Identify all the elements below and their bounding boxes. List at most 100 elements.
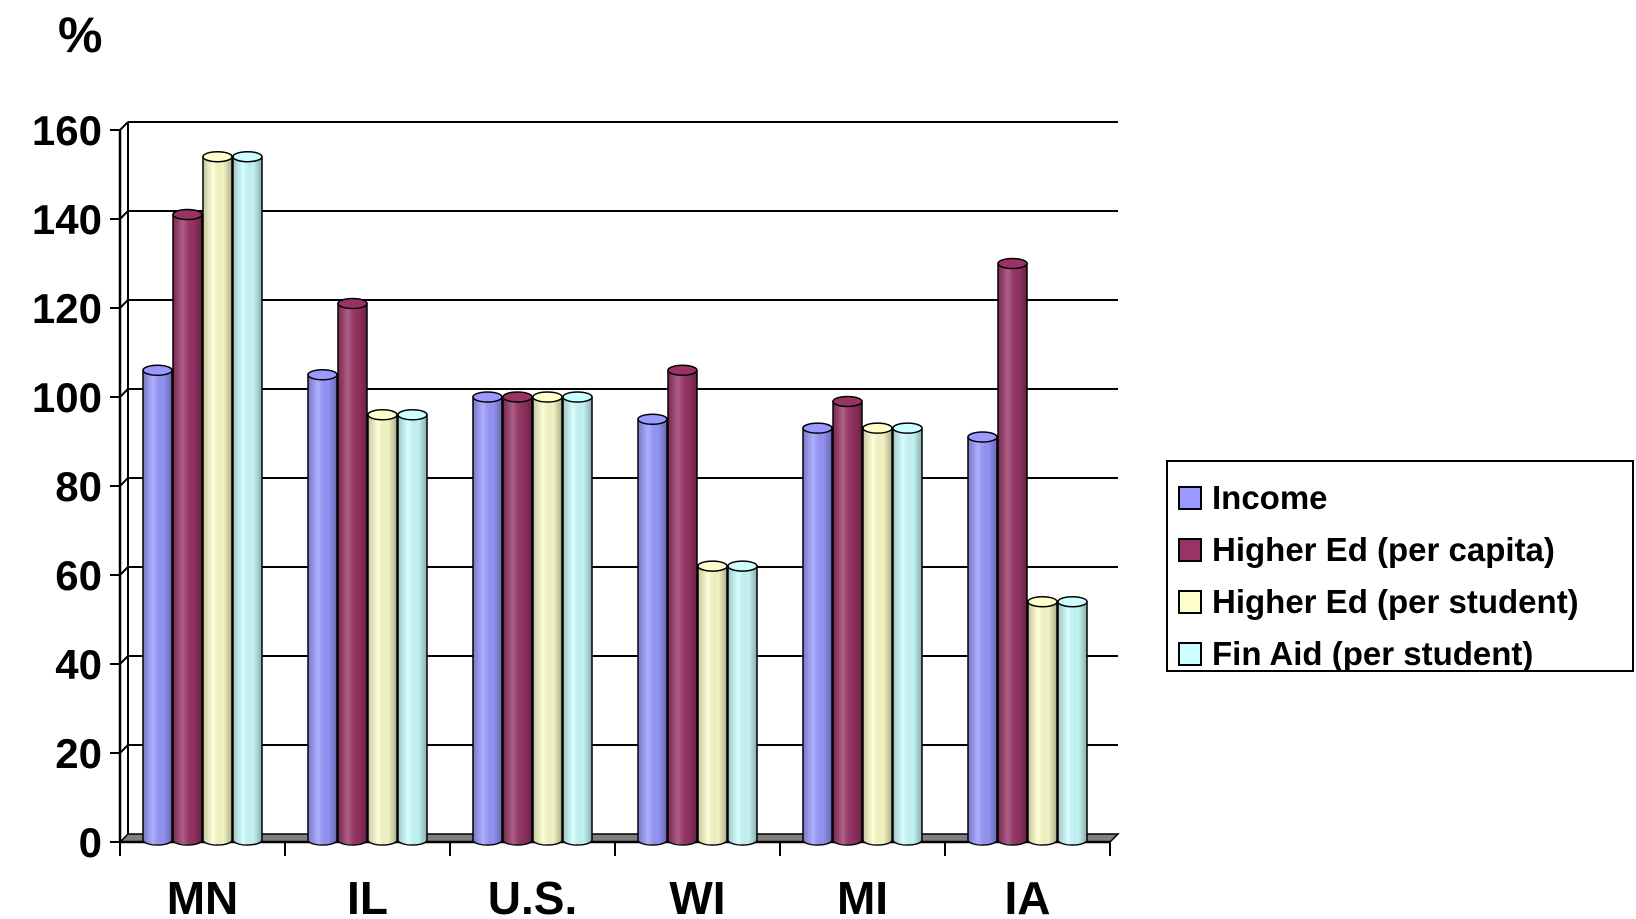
bar-shading (698, 566, 727, 845)
y-tick-label: 120 (32, 285, 102, 332)
x-tick-label: WI (669, 872, 725, 919)
bar-shading (833, 401, 862, 845)
bar (307, 369, 338, 846)
bars (142, 150, 1088, 846)
bar-top (337, 297, 368, 310)
y-tick-label: 160 (32, 107, 102, 154)
bar-top (667, 364, 698, 377)
legend-item: Higher Ed (per student) (1178, 576, 1632, 628)
bar-shading (803, 428, 832, 845)
bar-shading (503, 397, 532, 845)
legend-label: Income (1212, 479, 1328, 516)
bar (1057, 595, 1088, 846)
bar-top (562, 391, 593, 403)
bar-top (802, 422, 833, 434)
legend-swatch (1178, 590, 1202, 614)
y-tick-label: 140 (32, 196, 102, 243)
legend-item: Fin Aid (per student) (1178, 628, 1632, 680)
bar (502, 391, 533, 846)
gridline-depth (119, 299, 129, 309)
gridline-depth (119, 744, 129, 754)
x-tick-label: U.S. (488, 872, 577, 919)
bar-top (172, 208, 203, 221)
gridline-depth (119, 566, 129, 576)
bar (337, 297, 368, 846)
bar-top (502, 391, 533, 403)
bar-shading (893, 428, 922, 845)
legend-label: Higher Ed (per capita) (1212, 531, 1555, 568)
legend-label: Fin Aid (per student) (1212, 635, 1534, 672)
bar-shading (1028, 601, 1057, 845)
bar (367, 409, 398, 846)
bar-top (202, 150, 233, 163)
bar-shading (997, 263, 1027, 845)
bar (202, 150, 233, 846)
bar-top (967, 431, 998, 443)
bar (862, 422, 893, 846)
x-tick-labels: MN IL U.S. WI MI IA (167, 872, 1051, 919)
bar-shading (368, 414, 397, 845)
y-tick-labels: 0 20 40 60 80 100 120 140 160 (32, 107, 102, 866)
bar (397, 409, 428, 846)
bar-shading (968, 437, 997, 845)
bar (532, 391, 563, 846)
bar-top (367, 409, 398, 421)
y-tick-label: 80 (55, 463, 102, 510)
gridline-depth (119, 477, 129, 487)
bar-top (997, 257, 1028, 270)
bar-top (307, 369, 338, 381)
x-tick-label: MN (167, 872, 239, 919)
bar-shading (863, 428, 892, 845)
bar-shading (203, 156, 232, 845)
bar-top (862, 422, 893, 434)
bar (667, 364, 698, 846)
bar-top (1057, 595, 1088, 608)
bar (997, 257, 1028, 846)
bar (172, 208, 203, 846)
bar-shading (533, 397, 562, 845)
y-unit-label: % (58, 7, 102, 63)
bar (637, 413, 668, 846)
bar-shading (308, 374, 337, 845)
bar-top (472, 391, 503, 403)
legend-swatch (1178, 642, 1202, 666)
axes (110, 122, 1111, 856)
bar (697, 560, 728, 846)
bar-shading (668, 370, 697, 845)
legend-item: Income (1178, 472, 1632, 524)
bar-top (832, 395, 863, 408)
legend-item: Higher Ed (per capita) (1178, 524, 1632, 576)
bar (1027, 595, 1058, 846)
bar-shading (233, 156, 262, 845)
bar-top (892, 422, 923, 434)
legend: Income Higher Ed (per capita) Higher Ed (p… (1166, 460, 1634, 672)
bar-shading (1058, 601, 1087, 845)
gridline-depth (119, 121, 129, 131)
gridline-depth (119, 655, 129, 665)
legend-swatch (1178, 538, 1202, 562)
y-tick-label: 60 (55, 552, 102, 599)
gridline-depth (119, 210, 129, 220)
bar (142, 364, 173, 846)
bar-top (232, 150, 263, 163)
bar-shading (638, 419, 667, 845)
bar (562, 391, 593, 846)
bar-shading (173, 214, 202, 846)
bar-shading (398, 414, 427, 845)
bar-top (697, 560, 728, 572)
y-tick-label: 0 (79, 819, 102, 866)
bar-shading (338, 303, 367, 845)
bar-top (532, 391, 563, 403)
y-tick-label: 100 (32, 374, 102, 421)
gridline-depth (119, 388, 129, 398)
bar-top (1027, 595, 1058, 608)
x-tick-label: MI (837, 872, 888, 919)
bar (832, 395, 863, 846)
bar (892, 422, 923, 846)
bar-top (397, 409, 428, 421)
bar-top (142, 364, 173, 377)
x-tick-label: IL (347, 872, 388, 919)
bar-shading (473, 397, 502, 845)
bar-shading (143, 370, 172, 845)
bar (967, 431, 998, 846)
